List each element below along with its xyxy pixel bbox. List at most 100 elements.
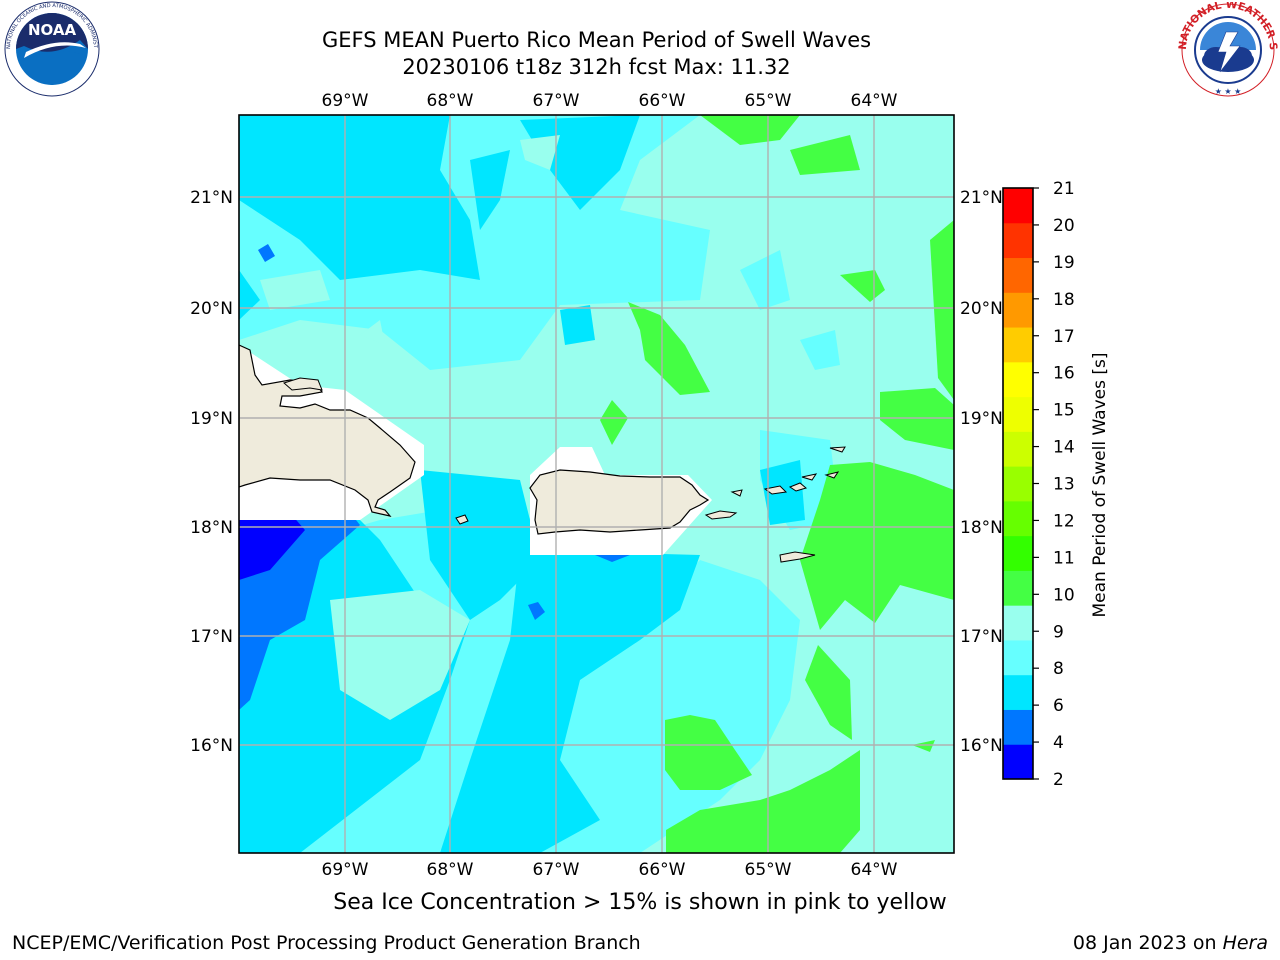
colorbar-cell xyxy=(1003,605,1033,641)
colorbar-frame xyxy=(1002,187,1034,780)
lon-label-bottom: 66°W xyxy=(639,860,686,880)
colorbar-tick-label: 11 xyxy=(1053,548,1075,568)
field-9-10-pocket xyxy=(330,590,470,720)
field-10-11-region xyxy=(700,115,800,145)
colorbar-cell xyxy=(1003,500,1033,537)
map-frame xyxy=(238,114,955,854)
anegada-island xyxy=(829,446,846,453)
field-10-11-region xyxy=(930,220,954,400)
colorbar-cell xyxy=(1003,744,1033,780)
colorbar-tick-label: 19 xyxy=(1053,253,1075,273)
colorbar-tick-label: 21 xyxy=(1053,179,1075,199)
footer-branch: NCEP/EMC/Verification Post Processing Pr… xyxy=(12,932,641,954)
field-10-11-region xyxy=(666,750,860,853)
colorbar-cell xyxy=(1003,292,1033,328)
field-6-8-region xyxy=(440,550,700,853)
field-10-11-region xyxy=(665,715,752,790)
field-10-11-region xyxy=(880,388,954,450)
lat-label-left: 19°N xyxy=(190,409,233,429)
colorbar-cell xyxy=(1003,709,1033,745)
nws-logo-stars: ★ ★ ★ xyxy=(1215,87,1242,96)
lat-label-left: 16°N xyxy=(190,736,233,756)
field-4-6-region xyxy=(258,244,275,262)
lon-label-top: 67°W xyxy=(533,91,580,111)
colorbar-cell xyxy=(1003,639,1033,676)
field-10-11-region xyxy=(600,400,628,445)
lat-label-right: 19°N xyxy=(960,409,1003,429)
lat-label-left: 20°N xyxy=(190,299,233,319)
colorbar-cell xyxy=(1003,222,1033,259)
lat-label-right: 20°N xyxy=(960,299,1003,319)
field-6-8-region xyxy=(560,305,595,345)
chart-subtitle: 20230106 t18z 312h fcst Max: 11.32 xyxy=(402,55,791,79)
colorbar: 2 4 6 8 9 10 11 12 13 14 15 16 17 18 19 20 21 xyxy=(1003,179,1075,790)
lon-label-top: 64°W xyxy=(851,91,898,111)
lon-label-top: 69°W xyxy=(322,91,369,111)
field-10-11-region xyxy=(628,302,710,395)
lat-label-left: 21°N xyxy=(190,188,233,208)
colorbar-tick-label: 20 xyxy=(1053,216,1075,236)
lat-label-left: 18°N xyxy=(190,518,233,538)
field-10-11-region xyxy=(912,740,935,752)
lon-labels-top: 69°W 68°W 67°W 66°W 65°W 64°W xyxy=(322,91,898,111)
colorbar-tick-label: 9 xyxy=(1053,622,1064,642)
tortuga-island xyxy=(282,377,323,391)
field-9-10-pocket xyxy=(260,270,330,310)
lat-labels-left: 21°N 20°N 19°N 18°N 17°N 16°N xyxy=(190,188,233,756)
lat-label-right: 18°N xyxy=(960,518,1003,538)
field-4-6-region xyxy=(528,602,545,620)
chart-title: GEFS MEAN Puerto Rico Mean Period of Swe… xyxy=(321,28,872,52)
colorbar-cell xyxy=(1003,674,1033,710)
colorbar-tick-label: 16 xyxy=(1053,364,1075,384)
lon-label-bottom: 68°W xyxy=(427,860,474,880)
st-croix-island xyxy=(779,551,816,563)
field-10-11-region xyxy=(790,135,860,175)
colorbar-cell xyxy=(1003,431,1033,467)
lon-label-bottom: 67°W xyxy=(533,860,580,880)
colorbar-tick-label: 15 xyxy=(1053,401,1075,421)
colorbar-tick-label: 6 xyxy=(1053,696,1064,716)
lon-label-bottom: 64°W xyxy=(851,860,898,880)
vieques-island xyxy=(704,510,738,520)
footer-date-text: 08 Jan 2023 on xyxy=(1072,932,1223,954)
colorbar-tick-label: 18 xyxy=(1053,290,1075,310)
map-gridlines xyxy=(239,115,954,853)
colorbar-cell xyxy=(1003,396,1033,432)
lon-label-top: 66°W xyxy=(639,91,686,111)
virgin-island xyxy=(824,471,840,479)
field-10-11-region xyxy=(805,645,852,740)
footer-machine: Hera xyxy=(1222,932,1268,954)
noaa-logo-text: NOAA xyxy=(28,21,77,39)
field-9-10-pocket xyxy=(360,320,385,345)
field-4-6-region xyxy=(595,555,630,562)
colorbar-tick-label: 4 xyxy=(1053,733,1064,753)
colorbar-cell xyxy=(1003,188,1033,224)
colorbar-tick-label: 12 xyxy=(1053,511,1075,531)
colorbar-tick-label: 2 xyxy=(1053,770,1064,790)
lon-labels-bottom: 69°W 68°W 67°W 66°W 65°W 64°W xyxy=(322,860,898,880)
lat-label-right: 21°N xyxy=(960,188,1003,208)
colorbar-cell xyxy=(1003,361,1033,398)
lat-label-left: 17°N xyxy=(190,627,233,647)
colorbar-cell xyxy=(1003,327,1033,363)
lon-label-top: 65°W xyxy=(745,91,792,111)
colorbar-tick-label: 8 xyxy=(1053,659,1064,679)
field-2-4-region xyxy=(239,513,305,580)
lon-label-bottom: 69°W xyxy=(322,860,369,880)
lat-labels-right: 21°N 20°N 19°N 18°N 17°N 16°N xyxy=(960,188,1003,756)
mona-island xyxy=(455,514,469,525)
colorbar-tick-label: 10 xyxy=(1053,585,1075,605)
colorbar-cell xyxy=(1003,466,1033,502)
colorbar-tick-label: 17 xyxy=(1053,327,1075,347)
colorbar-tick-label: 14 xyxy=(1053,438,1075,458)
colorbar-cell xyxy=(1003,535,1033,571)
nws-logo: NATIONAL WEATHER SERVICE ★ ★ ★ xyxy=(1178,2,1278,97)
map-field xyxy=(239,115,954,853)
colorbar-tick-label: 13 xyxy=(1053,475,1075,495)
field-8-9-region xyxy=(740,250,790,310)
lat-label-right: 16°N xyxy=(960,736,1003,756)
lon-label-top: 68°W xyxy=(427,91,474,111)
lat-label-right: 17°N xyxy=(960,627,1003,647)
culebra-island xyxy=(730,489,743,497)
